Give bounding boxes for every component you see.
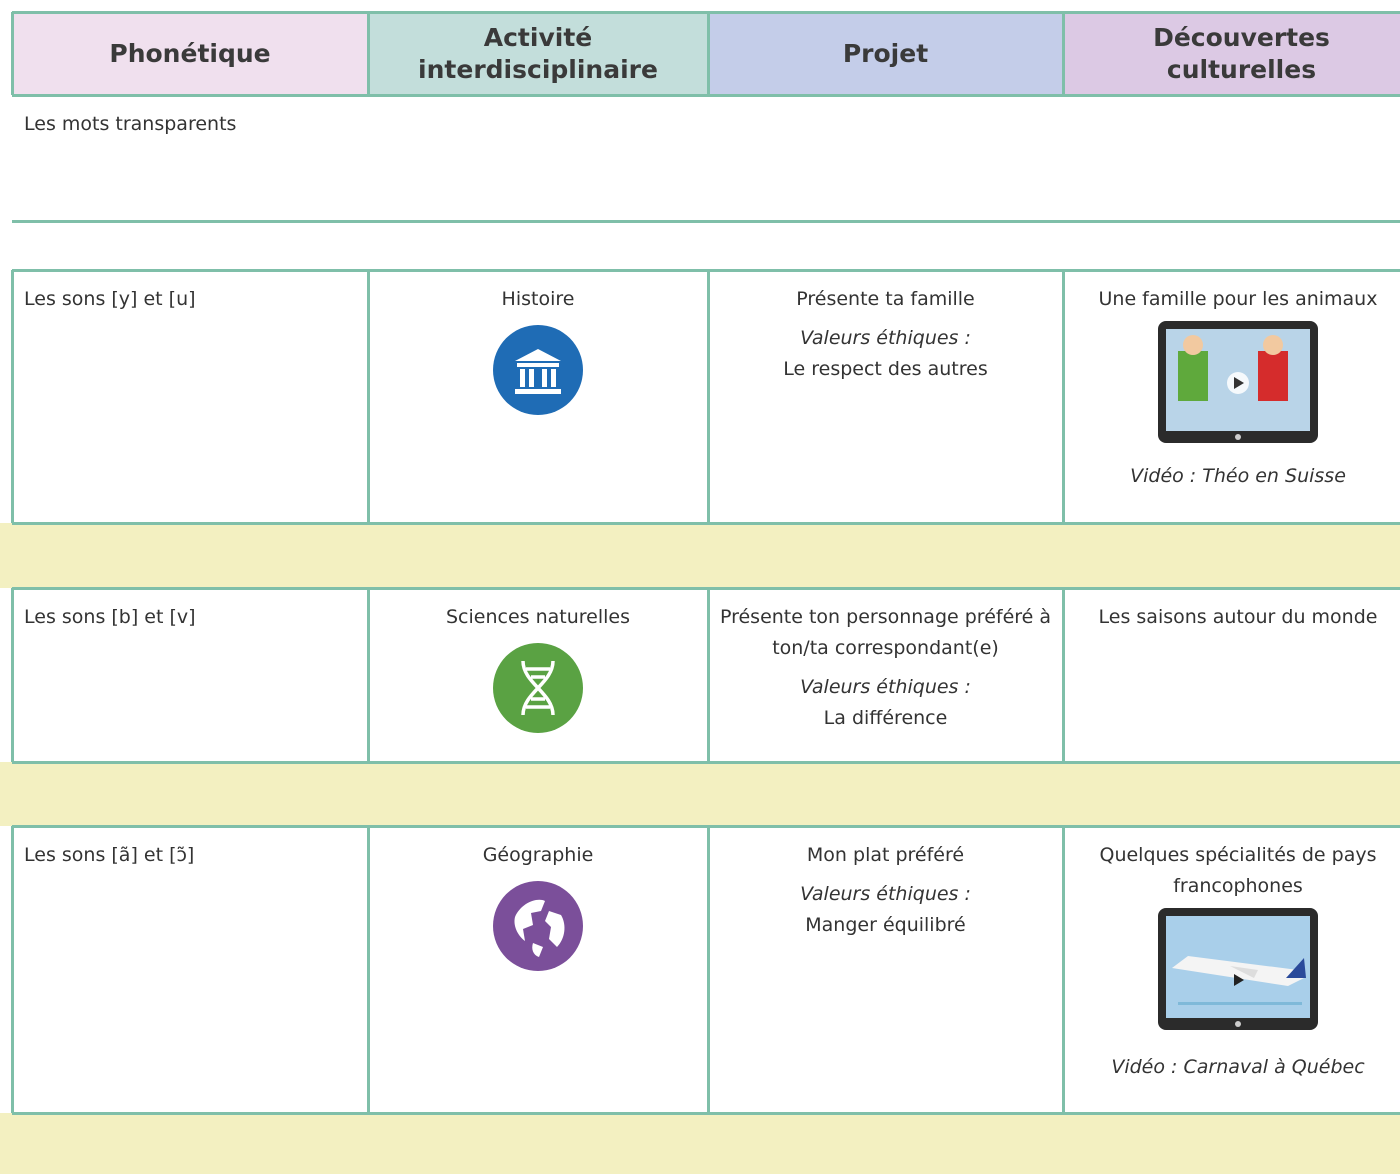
header-cell: Activité interdisciplinaire <box>368 12 708 95</box>
cell: Mon plat préféré Valeurs éthiques : Manger… <box>708 826 1063 1113</box>
border <box>12 522 1400 525</box>
border <box>12 761 1400 764</box>
row-separator <box>0 762 1400 826</box>
cell: Histoire <box>368 270 708 523</box>
subject: Histoire <box>501 288 575 310</box>
subject-icon <box>493 325 583 415</box>
cell-text: Les sons [y] et [u] <box>24 288 196 310</box>
project-title: Présente ton personnage préféré à ton/ta… <box>719 606 1052 659</box>
row-separator <box>0 1113 1400 1174</box>
values: Manger équilibré <box>805 914 966 936</box>
border <box>12 220 1400 223</box>
video-thumbnail[interactable] <box>1158 321 1318 443</box>
border <box>12 1112 1400 1115</box>
border <box>707 270 710 523</box>
border <box>367 588 370 762</box>
subject-icon <box>493 643 583 733</box>
border <box>12 11 1400 14</box>
cell-text: Les sons [b] et [v] <box>24 606 196 628</box>
border <box>12 94 1400 97</box>
cell: Présente ta famille Valeurs éthiques : Le … <box>708 270 1063 523</box>
video-caption: Vidéo : Théo en Suisse <box>1130 465 1346 487</box>
border <box>1062 270 1065 523</box>
culture-title: Quelques spécialités de pays francophone… <box>1099 844 1377 897</box>
cell: Géographie <box>368 826 708 1113</box>
border <box>12 825 1400 828</box>
border <box>11 270 14 523</box>
cell-text: Les mots transparents <box>24 113 237 135</box>
project-title: Présente ta famille <box>796 288 975 310</box>
border <box>367 270 370 523</box>
header-cell: Projet <box>708 12 1063 95</box>
culture-title: Une famille pour les animaux <box>1098 288 1378 310</box>
border <box>707 588 710 762</box>
border <box>12 587 1400 590</box>
header-cell: Découvertes culturelles <box>1063 12 1400 95</box>
border <box>11 826 14 1113</box>
border <box>1062 588 1065 762</box>
border <box>367 12 370 95</box>
values: Le respect des autres <box>783 358 988 380</box>
row-separator <box>0 523 1400 588</box>
border <box>1062 826 1065 1113</box>
values-label: Valeurs éthiques : <box>800 883 971 905</box>
video-thumbnail[interactable] <box>1158 908 1318 1030</box>
culture-title: Les saisons autour du monde <box>1098 606 1378 628</box>
header-cell: Phonétique <box>12 12 368 95</box>
border <box>11 12 14 95</box>
cell: Quelques spécialités de pays francophone… <box>1063 826 1400 1113</box>
project-title: Mon plat préféré <box>806 844 965 866</box>
subject-icon <box>493 881 583 971</box>
cell: Les saisons autour du monde <box>1063 588 1400 762</box>
values-label: Valeurs éthiques : <box>800 676 971 698</box>
subject: Géographie <box>482 844 594 866</box>
cell: Sciences naturelles <box>368 588 708 762</box>
border <box>367 826 370 1113</box>
border <box>11 588 14 762</box>
border <box>12 269 1400 272</box>
values: La différence <box>823 707 948 729</box>
cell-text: Les sons [ã] et [ɔ̃] <box>24 844 195 866</box>
cell: Présente ton personnage préféré à ton/ta… <box>708 588 1063 762</box>
border <box>1062 12 1065 95</box>
border <box>707 12 710 95</box>
cell: Une famille pour les animaux Vidéo : Théo… <box>1063 270 1400 523</box>
video-caption: Vidéo : Carnaval à Québec <box>1111 1056 1365 1078</box>
values-label: Valeurs éthiques : <box>800 327 971 349</box>
subject: Sciences naturelles <box>446 606 630 628</box>
border <box>707 826 710 1113</box>
